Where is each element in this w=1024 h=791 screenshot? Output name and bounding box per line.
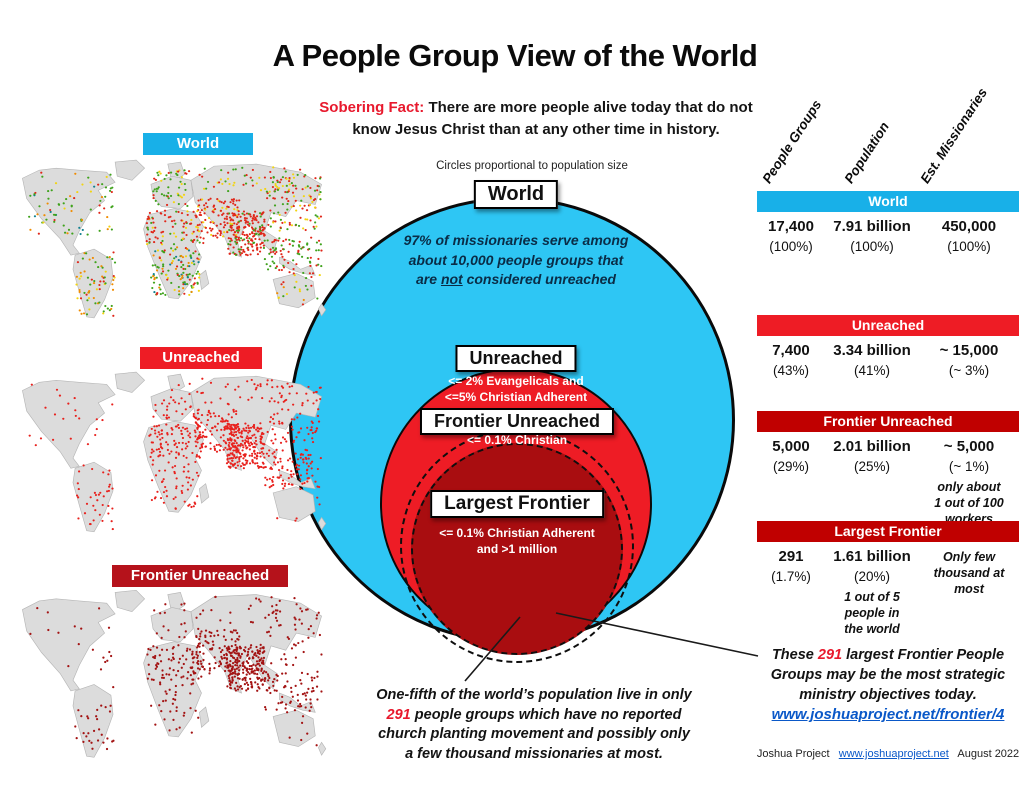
frontier-criteria: <= 0.1% Christian [466, 433, 568, 447]
largest-frontier-criteria: <= 0.1% Christian Adherent and >1 millio… [439, 526, 595, 557]
map-dots [28, 166, 323, 317]
note-center-line1: One-fifth of the world’s population live… [376, 687, 692, 703]
map-label-frontier-unreached: Frontier Unreached [112, 565, 288, 587]
circles-caption: Circles proportional to population size [436, 160, 628, 172]
unreached-criteria-line1: <= 2% Evangelicals and [448, 374, 584, 388]
map-dots [29, 595, 323, 751]
world-note-line1: 97% of missionaries serve among [403, 232, 629, 248]
footer-link[interactable]: www.joshuaproject.net [838, 748, 949, 760]
table-cell: 7,400 (43%) [772, 342, 810, 378]
note-right-291: 291 [817, 647, 843, 663]
note-center-line3: church planting movement and possibly on… [378, 726, 690, 742]
table-row-header-unreached: Unreached [757, 315, 1019, 336]
world-note-line3-post: considered unreached [462, 271, 616, 287]
world-circle-label: World [473, 180, 559, 209]
table-cell: 5,000 (29%) [772, 438, 810, 474]
note-center-line4: a few thousand missionaries at most. [405, 745, 663, 762]
note-right-line3: ministry objectives today. [799, 687, 977, 703]
table-cell: 2.01 billion (25%) [833, 438, 911, 474]
table-row-header-world: World [757, 191, 1019, 212]
stats-table: World 17,400 (100%) 7.91 billion (100%) 450,0… [756, 0, 1020, 791]
sobering-fact-line2: know Jesus Christ than at any other time… [352, 121, 720, 138]
footer-date: August 2022 [957, 748, 1020, 760]
table-cell: 291 (1.7%) [771, 548, 811, 584]
unreached-criteria: <= 2% Evangelicals and <=5% Christian Ad… [445, 374, 587, 405]
map-label-unreached: Unreached [140, 347, 262, 369]
table-cell: ~ 15,000 (~ 3%) [939, 342, 999, 378]
note-frontier-strategic: These 291 largest Frontier People Groups… [752, 645, 1024, 725]
world-note-underline: not [440, 271, 463, 287]
map-label-world: World [143, 133, 253, 155]
table-row-largest-frontier: 291 (1.7%) 1.61 billion (20%) 1 out of 5 peop… [756, 547, 1020, 637]
table-cell: Only few thousand at most [933, 550, 1005, 596]
sobering-fact-line1: There are more people alive today that d… [428, 99, 753, 116]
table-cell: 17,400 (100%) [768, 218, 814, 254]
table-cell: 3.34 billion (41%) [833, 342, 911, 378]
largest-criteria-line2: and >1 million [476, 541, 558, 556]
unreached-circle-label: Unreached [455, 345, 577, 372]
table-row-unreached: 7,400 (43%) 3.34 billion (41%) ~ 15,000 (~ 3%… [756, 341, 1020, 381]
table-row-header-frontier-unreached: Frontier Unreached [757, 411, 1019, 432]
world-note-line2: about 10,000 people groups that [408, 251, 624, 268]
sobering-fact: Sobering Fact: There are more people ali… [305, 97, 767, 141]
largest-frontier-label: Largest Frontier [430, 490, 604, 518]
note-center-line2: people groups which have no reported [410, 706, 682, 723]
table-cell: ~ 5,000 (~ 1%) only about 1 out of 100 worke… [934, 438, 1004, 526]
page-title: A People Group View of the World [272, 38, 758, 73]
sobering-fact-label: Sobering Fact: [319, 99, 425, 116]
table-row-frontier-unreached: 5,000 (29%) 2.01 billion (25%) ~ 5,000 (~ 1%)… [756, 437, 1020, 527]
world-circle-note: 97% of missionaries serve among about 10… [366, 231, 666, 290]
map-unreached [22, 371, 327, 533]
note-one-fifth: One-fifth of the world’s population live… [358, 686, 710, 764]
note-right-line1-post: largest Frontier People [842, 647, 1005, 663]
world-note-line3-pre: are [416, 271, 441, 287]
table-cell: 1.61 billion (20%) 1 out of 5 people in the … [833, 548, 911, 636]
map-world [22, 159, 327, 319]
frontier-circle-label: Frontier Unreached [419, 408, 615, 435]
table-cell: 7.91 billion (100%) [833, 218, 911, 254]
table-cell: 450,000 (100%) [941, 218, 997, 254]
frontier-link[interactable]: www.joshuaproject.net/frontier/4 [771, 706, 1005, 723]
map-dots [28, 377, 322, 531]
largest-criteria-line1: <= 0.1% Christian Adherent [439, 526, 595, 540]
table-row-world: 17,400 (100%) 7.91 billion (100%) 450,000 (10… [756, 217, 1020, 257]
footer-org: Joshua Project [756, 748, 830, 760]
note-right-line1-pre: These [771, 647, 818, 663]
map-frontier-unreached [22, 589, 327, 758]
footer: Joshua Project www.joshuaproject.net Aug… [752, 748, 1024, 760]
unreached-criteria-line2: <=5% Christian Adherent [444, 389, 588, 404]
table-row-header-largest-frontier: Largest Frontier [757, 521, 1019, 542]
note-right-line2: Groups may be the most strategic [770, 667, 1006, 683]
note-center-291: 291 [386, 706, 411, 723]
